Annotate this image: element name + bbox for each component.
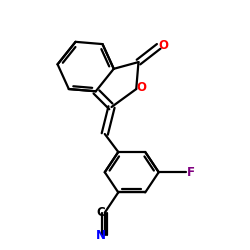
Text: O: O: [137, 82, 147, 94]
Text: C: C: [96, 206, 105, 219]
Text: O: O: [159, 39, 169, 52]
Text: N: N: [96, 229, 106, 242]
Text: F: F: [187, 166, 195, 179]
